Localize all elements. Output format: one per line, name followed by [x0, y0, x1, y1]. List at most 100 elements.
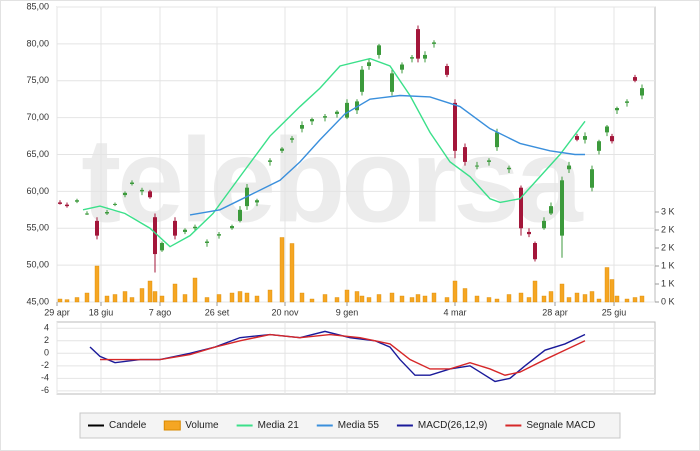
- legend-label: Volume: [185, 420, 219, 431]
- volume-bar: [204, 297, 210, 303]
- candle-body: [85, 213, 89, 215]
- volume-bar: [84, 292, 90, 303]
- x-tick-label: 26 set: [205, 307, 230, 317]
- candle-body: [487, 160, 491, 162]
- candle-body: [519, 187, 523, 229]
- candle-body: [597, 141, 601, 151]
- volume-bar: [532, 280, 538, 303]
- candle-body: [423, 54, 427, 59]
- volume-bar: [596, 298, 602, 303]
- volume-bar: [574, 292, 580, 303]
- volume-bar: [632, 297, 638, 303]
- candle-body: [495, 132, 499, 148]
- line-series: [189, 94, 585, 216]
- candle-body: [123, 192, 127, 196]
- x-tick-label: 18 giu: [89, 307, 114, 317]
- candle-body: [148, 191, 152, 198]
- y-tick-label: 85,00: [26, 1, 49, 11]
- candle-body: [575, 136, 579, 140]
- volume-bar: [289, 243, 295, 303]
- volume-bar: [172, 283, 178, 303]
- candle-body: [610, 136, 614, 142]
- volume-bar: [559, 283, 565, 303]
- volume-bar: [366, 297, 372, 303]
- volume-bar: [74, 297, 80, 303]
- candle-body: [268, 160, 272, 162]
- volume-bar: [415, 294, 421, 303]
- volume-bar: [267, 289, 273, 303]
- volume-bar: [229, 292, 235, 303]
- volume-bar: [639, 295, 645, 303]
- candle-body: [217, 234, 221, 236]
- volume-bar: [548, 291, 554, 303]
- candle-body: [113, 203, 117, 205]
- candle-body: [230, 226, 234, 229]
- x-tick-label: 20 nov: [271, 307, 299, 317]
- y-tick-label: 60,00: [26, 186, 49, 196]
- volume-bar: [322, 294, 328, 303]
- volume-bar: [526, 297, 532, 303]
- candle-body: [533, 243, 537, 260]
- candle-body: [527, 231, 531, 235]
- volume-bar: [147, 280, 153, 303]
- candle-body: [475, 165, 479, 167]
- volume-bar: [309, 298, 315, 303]
- candle-body: [140, 189, 144, 192]
- volume-bar: [604, 267, 610, 303]
- volume-bar: [589, 291, 595, 303]
- volume-bar: [494, 298, 500, 303]
- candle-body: [605, 126, 609, 133]
- candle-body: [625, 101, 629, 103]
- candle-body: [58, 202, 62, 204]
- volume-bar: [344, 289, 350, 303]
- legend-label: Candele: [109, 420, 147, 431]
- candle-body: [160, 243, 164, 251]
- volume-bar: [462, 288, 468, 303]
- candle-body: [549, 206, 553, 214]
- y-tick-label: 70,00: [26, 112, 49, 122]
- x-tick-label: 25 giu: [602, 307, 627, 317]
- volume-bar: [216, 294, 222, 303]
- line-series: [100, 333, 586, 376]
- y2-tick-label: 2 K: [661, 242, 675, 252]
- volume-bar: [376, 294, 382, 303]
- volume-bar: [104, 295, 110, 303]
- candle-body: [542, 220, 546, 229]
- y-tick-label: -4: [41, 373, 49, 383]
- candle-body: [130, 182, 134, 184]
- volume-bar: [566, 297, 572, 303]
- candle-body: [507, 167, 511, 170]
- x-tick-label: 4 mar: [443, 307, 466, 317]
- candle-body: [255, 200, 259, 203]
- volume-bar: [94, 265, 100, 303]
- candle-body: [410, 57, 414, 59]
- candle-body: [345, 102, 349, 118]
- legend-label: Media 55: [338, 420, 380, 431]
- legend-swatch: [163, 420, 181, 431]
- candle-body: [640, 88, 644, 96]
- volume-bar: [359, 295, 365, 303]
- candle-body: [360, 69, 364, 92]
- volume-bar: [159, 295, 165, 303]
- volume-bar: [609, 279, 615, 303]
- candle-body: [280, 148, 284, 151]
- candle-body: [355, 101, 359, 111]
- y2-tick-label: 1 K: [661, 278, 675, 288]
- candle-body: [290, 138, 294, 140]
- volume-bar: [192, 277, 198, 303]
- volume-bar: [139, 288, 145, 303]
- candle-body: [205, 241, 209, 243]
- candle-body: [416, 29, 420, 59]
- volume-bar: [64, 299, 70, 303]
- candle-body: [153, 217, 157, 255]
- volume-bar: [518, 292, 524, 303]
- y-tick-label: 0: [44, 348, 49, 358]
- legend-label: Media 21: [258, 420, 300, 431]
- x-tick-label: 28 apr: [542, 307, 568, 317]
- volume-bar: [57, 298, 63, 303]
- y2-tick-label: 0 K: [661, 296, 675, 306]
- candle-body: [615, 108, 619, 111]
- volume-bar: [409, 297, 415, 303]
- candle-body: [95, 220, 99, 236]
